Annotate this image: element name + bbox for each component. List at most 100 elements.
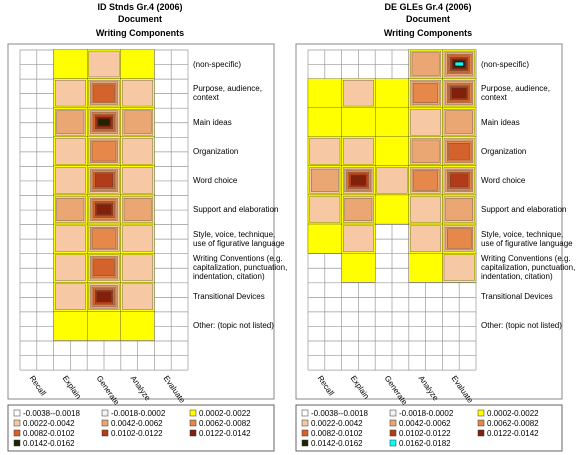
legend-label: 0.0142-0.0162: [311, 439, 363, 448]
contour-cell: [123, 110, 152, 134]
legend-swatch: [477, 429, 485, 437]
contour-cell: [120, 49, 155, 79]
legend-swatch: [477, 409, 485, 417]
y-tick-label: Organization: [193, 146, 239, 156]
legend-label: -0.0038--0.0018: [311, 409, 368, 418]
legend-label: 0.0122-0.0142: [199, 429, 251, 438]
contour-cell: [91, 141, 117, 162]
y-tick-label: Writing Conventions (e.g. capitalization…: [193, 254, 288, 282]
legend-label: 0.0122-0.0142: [487, 429, 539, 438]
contour-cell: [376, 167, 408, 194]
y-tick-label: Word choice: [193, 175, 238, 185]
legend-swatch: [301, 429, 309, 437]
contour-cell: [413, 83, 438, 103]
contour-cell: [413, 170, 438, 191]
legend-label: 0.0022-0.0042: [311, 419, 363, 428]
legend-label: -0.0018-0.0002: [111, 409, 166, 418]
contour-cell: [93, 259, 115, 276]
y-tick-label: Other: (topic not listed): [481, 321, 562, 331]
legend-label: 0.0102-0.0122: [399, 429, 451, 438]
axis-title: Writing Components: [95, 28, 185, 38]
contour-cell: [122, 283, 153, 310]
contour-cell: [91, 228, 117, 249]
y-tick-label: Style, voice, technique, use of figurati…: [481, 229, 573, 248]
contour-cell: [55, 138, 86, 165]
y-tick-label: Writing Conventions (e.g. capitalization…: [481, 254, 576, 282]
contour-cell: [445, 197, 473, 221]
contour-cell: [343, 80, 374, 107]
y-tick-label: Main ideas: [481, 117, 520, 127]
y-tick-label: Purpose, audience, context: [481, 84, 550, 103]
y-tick-label: Word choice: [481, 175, 526, 185]
contour-cell: [411, 52, 440, 76]
y-tick-label: Transitional Devices: [193, 292, 265, 302]
contour-cell: [451, 88, 467, 99]
contour-cell: [344, 197, 373, 221]
legend-label: 0.0042-0.0062: [399, 419, 451, 428]
contour-cell: [375, 136, 409, 167]
legend-label: 0.0002-0.0022: [487, 409, 539, 418]
contour-cell: [455, 62, 464, 66]
y-tick-label: Purpose, audience, context: [193, 84, 262, 103]
y-tick-label: (non-specific): [481, 59, 530, 69]
contour-cell: [341, 252, 376, 283]
legend-swatch: [189, 429, 197, 437]
contour-cell: [311, 168, 339, 192]
contour-cell: [307, 78, 342, 108]
contour-cell: [55, 167, 86, 194]
legend-label: 0.0042-0.0062: [111, 419, 163, 428]
chart-subtitle: Document: [117, 14, 162, 24]
legend-label: 0.0162-0.0182: [399, 439, 451, 448]
legend-swatch: [301, 409, 309, 417]
legend-swatch: [301, 419, 309, 427]
y-tick-label: Transitional Devices: [481, 292, 553, 302]
chart-title: ID Stnds Gr.4 (2006): [97, 2, 183, 12]
contour-cell: [53, 311, 88, 341]
contour-cell: [123, 197, 152, 221]
legend-label: -0.0038--0.0018: [23, 409, 80, 418]
contour-cell: [375, 107, 409, 137]
legend-swatch: [101, 429, 109, 437]
contour-cell: [55, 80, 86, 107]
legend-swatch: [189, 409, 197, 417]
contour-cell: [343, 225, 374, 252]
contour-cell: [98, 118, 110, 126]
chart-title: DE GLEs Gr.4 (2006): [384, 2, 472, 12]
legend-label: 0.0022-0.0042: [23, 419, 75, 428]
legend-swatch: [13, 429, 21, 437]
contour-cell: [309, 138, 341, 165]
y-tick-label: Main ideas: [193, 117, 232, 127]
contour-cell: [122, 225, 153, 252]
contour-cell: [341, 107, 376, 137]
frame: [295, 43, 563, 400]
legend-label: 0.0002-0.0022: [199, 409, 251, 418]
contour-cell: [95, 173, 113, 188]
legend-swatch: [101, 409, 109, 417]
y-tick-label: Support and elaboration: [193, 205, 279, 214]
contour-cell: [448, 142, 470, 160]
legend-label: 0.0082-0.0102: [311, 429, 363, 438]
chart-subtitle: Document: [405, 14, 450, 24]
contour-cell: [55, 225, 86, 252]
contour-cell: [411, 139, 440, 163]
contour-cell: [443, 254, 475, 281]
y-tick-label: Other: (topic not listed): [193, 321, 274, 331]
legend-box: [295, 404, 563, 452]
contour-cell: [307, 223, 342, 254]
contour-cell: [122, 80, 153, 107]
contour-cell: [445, 110, 473, 134]
contour-cell: [87, 311, 121, 341]
contour-cell: [307, 107, 342, 137]
legend-swatch: [389, 429, 397, 437]
contour-cell: [120, 311, 155, 341]
frame: [7, 43, 275, 400]
legend-label: 0.0102-0.0122: [111, 429, 163, 438]
contour-cell: [93, 84, 115, 102]
legend-swatch: [13, 419, 21, 427]
contour-cell: [56, 110, 85, 134]
legend-swatch: [301, 439, 309, 447]
contour-cell: [88, 50, 120, 78]
contour-cell: [410, 225, 441, 252]
